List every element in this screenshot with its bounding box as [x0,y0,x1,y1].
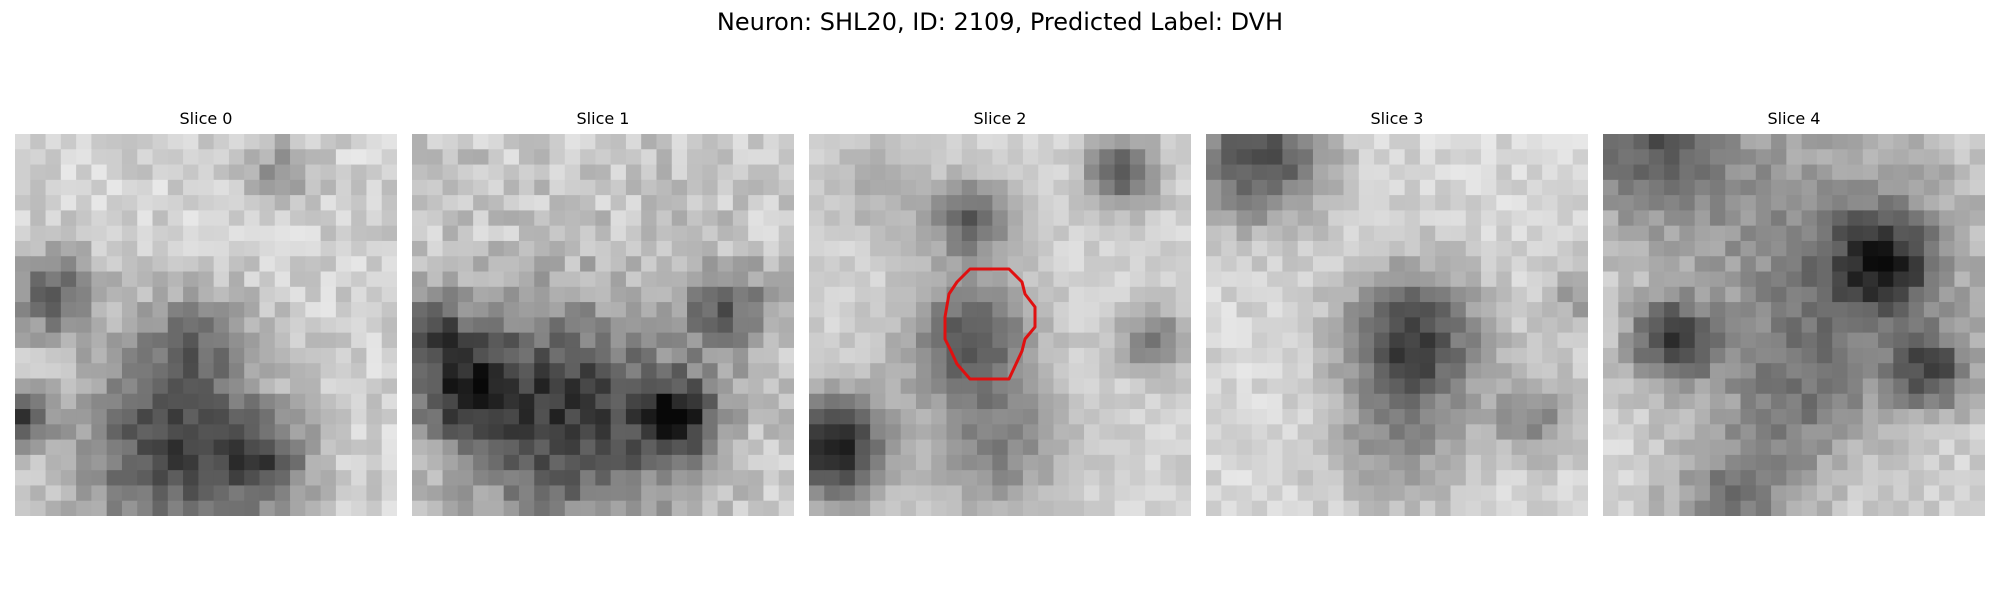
slice-panel-0: Slice 0 [15,108,397,516]
slice-panel-4: Slice 4 [1603,108,1985,516]
slice-title-2: Slice 2 [973,109,1027,128]
slice-panel-1: Slice 1 [412,108,794,516]
slice-image-1 [412,134,794,516]
grayscale-slice-image [412,134,794,516]
grayscale-slice-image [1206,134,1588,516]
slice-title-3: Slice 3 [1370,109,1424,128]
slice-title-1: Slice 1 [576,109,630,128]
slice-title-4: Slice 4 [1767,109,1821,128]
grayscale-slice-image [1603,134,1985,516]
grayscale-slice-image [809,134,1191,516]
slice-image-2 [809,134,1191,516]
slice-panel-3: Slice 3 [1206,108,1588,516]
roi-contour [943,267,1037,381]
slice-image-0 [15,134,397,516]
slice-panel-2: Slice 2 [809,108,1191,516]
slice-image-3 [1206,134,1588,516]
grayscale-slice-image [15,134,397,516]
figure-title: Neuron: SHL20, ID: 2109, Predicted Label… [716,8,1284,36]
slice-title-0: Slice 0 [179,109,233,128]
slice-image-4 [1603,134,1985,516]
